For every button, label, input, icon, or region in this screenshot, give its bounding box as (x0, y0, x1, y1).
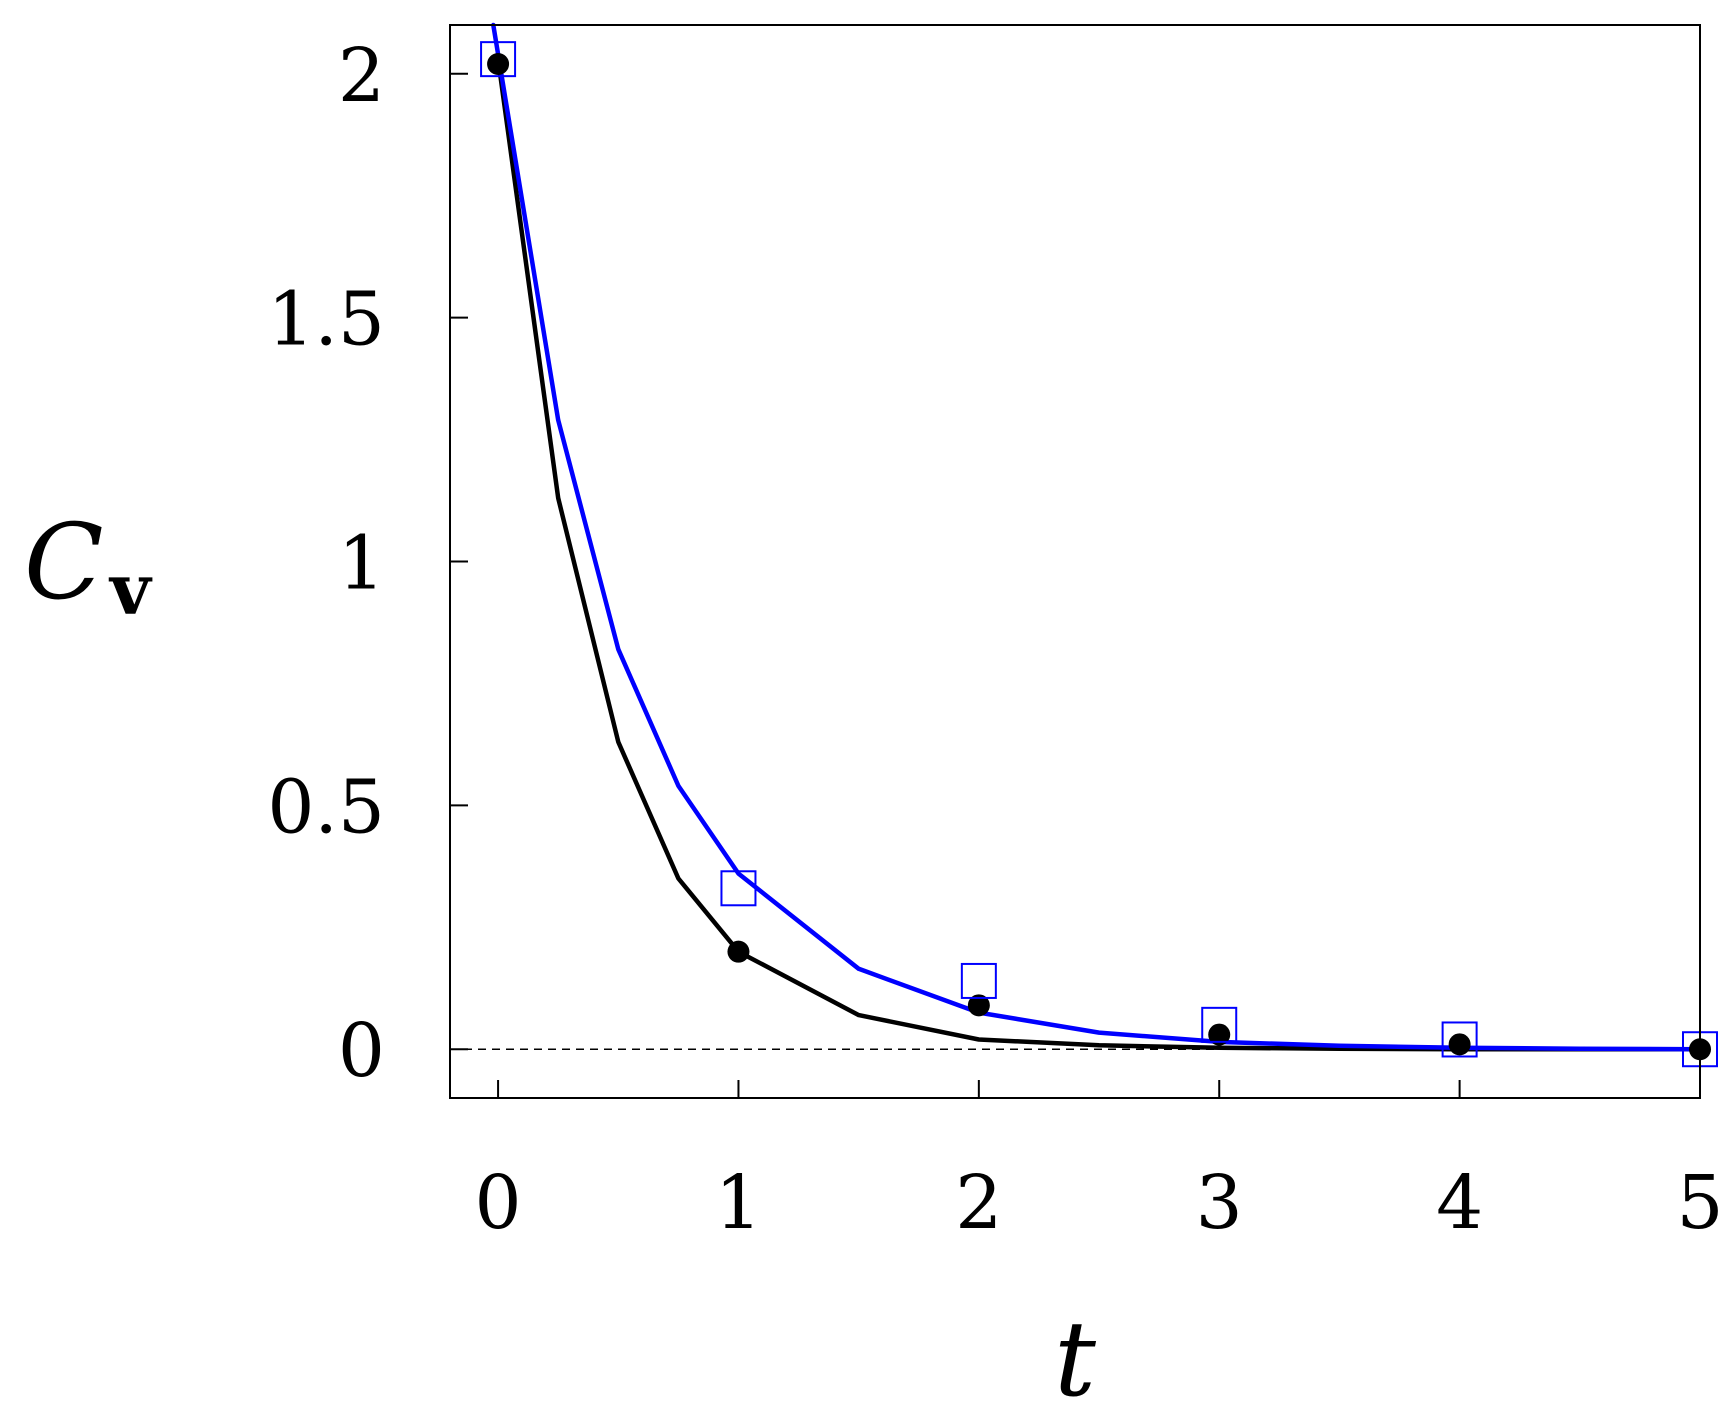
series-0-point-0 (487, 53, 510, 76)
series-0-point-4 (1448, 1033, 1471, 1056)
series-0-point-2 (967, 994, 990, 1017)
series-1-point-1 (720, 870, 757, 907)
x-tick-label-0: 0 (475, 1160, 522, 1246)
plot-frame (449, 24, 1701, 1099)
series-0-point-1 (727, 940, 750, 963)
curve-layer (491, 22, 1703, 1052)
y-tick-label-3: 1.5 (267, 277, 385, 363)
series-1-fit-curve (491, 22, 1703, 1052)
x-tick-label-5: 5 (1676, 1160, 1723, 1246)
y-tick-label-2: 1 (338, 521, 385, 607)
series-1-point-2 (960, 962, 997, 999)
series-1-point-4 (1441, 1021, 1478, 1058)
y-axis-title-subscript: v (108, 548, 153, 631)
series-0-point-3 (1208, 1023, 1231, 1046)
series-1-point-0 (480, 41, 517, 78)
y-tick-label-4: 2 (338, 33, 385, 119)
series-0-fit-curve (495, 56, 1703, 1052)
x-axis-title: t (1054, 1298, 1096, 1419)
x-tick-label-4: 4 (1436, 1160, 1483, 1246)
y-axis-title: C v (24, 501, 153, 631)
tick-layer: 0 1 2 3 4 5 0 0.5 1 1.5 2 (267, 33, 1723, 1246)
x-tick-label-2: 2 (955, 1160, 1002, 1246)
series-1-point-3 (1201, 1006, 1238, 1043)
x-tick-label-1: 1 (715, 1160, 762, 1246)
y-tick-label-1: 0.5 (267, 764, 385, 850)
marker-layer (480, 41, 1718, 1068)
y-axis-title-main: C (24, 501, 104, 623)
x-tick-label-3: 3 (1196, 1160, 1243, 1246)
y-tick-label-0: 0 (338, 1008, 385, 1094)
